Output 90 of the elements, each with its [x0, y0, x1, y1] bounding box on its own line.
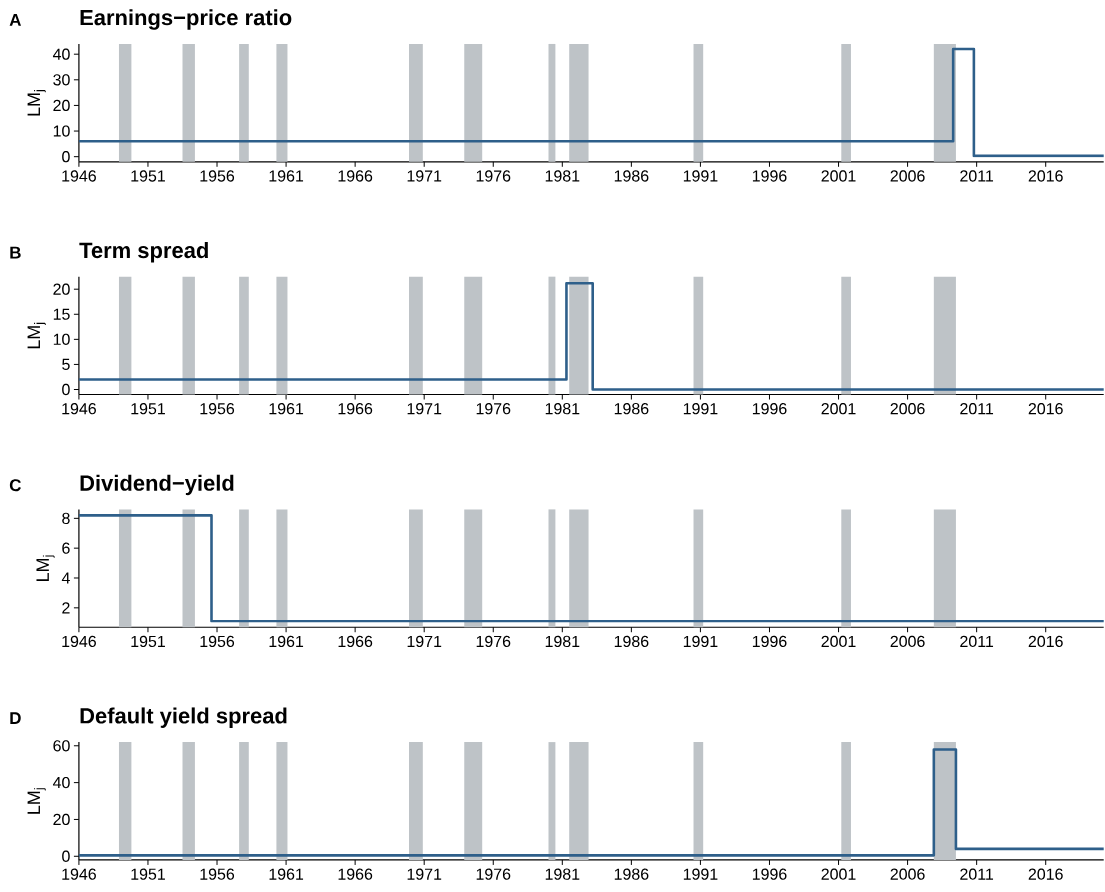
x-tick-label: 1971: [407, 868, 442, 880]
y-tick-label: 40: [52, 777, 70, 789]
chart-title: Term spread: [79, 242, 208, 263]
x-tick-label: 1981: [545, 868, 580, 880]
y-tick-label: 60: [53, 740, 70, 752]
y-axis-title: LM$_{j}$: [27, 788, 46, 814]
x-tick-label: 1966: [338, 868, 373, 880]
x-tick-label: 1991: [683, 868, 718, 880]
y-tick-label: 6: [62, 542, 70, 554]
y-tick-label: 0: [62, 383, 70, 396]
x-tick-label: 2006: [890, 868, 925, 880]
x-tick-label: 1991: [683, 635, 718, 648]
x-tick-label: 2011: [960, 868, 994, 880]
chart-title: Dividend−yield: [80, 474, 234, 496]
x-tick-label: 1966: [338, 403, 373, 415]
x-tick-label: 2016: [1028, 868, 1063, 880]
x-tick-label: 2006: [890, 635, 925, 648]
x-tick-label: 1996: [752, 868, 787, 880]
x-tick-label: 1986: [614, 635, 649, 648]
x-tick-label: 2011: [960, 635, 994, 648]
x-tick-label: 1986: [614, 868, 649, 880]
y-tick-label: 5: [62, 358, 70, 371]
x-tick-label: 1991: [683, 403, 718, 415]
y-tick-label: 4: [61, 572, 70, 584]
text: B: [10, 246, 21, 259]
x-tick-label: 2016: [1028, 170, 1063, 182]
x-tick-label: 1981: [545, 170, 580, 182]
x-tick-label: 1991: [683, 170, 718, 182]
x-tick-label: 2011: [960, 170, 994, 182]
x-tick-label: 1976: [476, 635, 511, 648]
x-tick-label: 1966: [338, 170, 373, 182]
x-tick-label: 2001: [821, 635, 856, 648]
y-tick-label: 40: [52, 48, 70, 60]
y-tick-label: 0: [62, 850, 70, 862]
y-tick-label: 20: [53, 283, 70, 295]
x-tick-label: 1951: [131, 403, 165, 415]
x-tick-label: 2001: [821, 868, 856, 880]
y-tick-label: 8: [62, 512, 70, 525]
x-tick-label: 1971: [407, 635, 442, 648]
chart-title: Earnings−price ratio: [80, 9, 292, 30]
x-tick-label: 1946: [62, 403, 96, 415]
x-tick-label: 1951: [131, 170, 165, 182]
x-tick-label: 1946: [62, 170, 96, 182]
y-tick-label: 15: [53, 308, 70, 320]
y-tick-label: 20: [53, 99, 70, 112]
y-tick-label: 20: [53, 813, 70, 826]
x-tick-label: 2006: [890, 170, 925, 182]
x-tick-label: 2001: [821, 170, 856, 182]
x-tick-label: 1961: [269, 635, 304, 648]
y-tick-label: 10: [53, 125, 70, 137]
y-tick-label: 2: [62, 602, 70, 614]
x-tick-label: 2001: [821, 403, 856, 415]
x-tick-label: 1966: [338, 635, 373, 648]
x-tick-label: 1976: [476, 170, 511, 182]
x-tick-label: 2016: [1028, 635, 1063, 648]
x-tick-label: 1961: [269, 403, 304, 415]
x-tick-label: 1996: [752, 170, 787, 182]
y-tick-label: 30: [53, 74, 70, 86]
x-tick-label: 1986: [614, 170, 649, 182]
x-tick-label: 1981: [545, 403, 580, 415]
x-tick-label: 2016: [1028, 403, 1063, 415]
x-tick-label: 2006: [890, 403, 925, 415]
x-tick-label: 1961: [269, 170, 304, 182]
x-tick-label: 1996: [752, 403, 787, 415]
x-tick-label: 1976: [476, 868, 511, 880]
x-tick-label: 2011: [960, 403, 994, 415]
x-tick-label: 1976: [476, 403, 511, 415]
text: A: [9, 14, 22, 26]
x-tick-label: 1971: [407, 170, 442, 182]
x-tick-label: 1956: [200, 170, 235, 182]
text: D: [10, 712, 21, 724]
x-tick-label: 1956: [200, 635, 235, 648]
x-tick-label: 1981: [545, 635, 580, 648]
text: C: [9, 479, 21, 492]
y-tick-label: 10: [53, 333, 70, 346]
x-tick-label: 1946: [62, 635, 96, 648]
y-axis-title: LM$_{j}$: [27, 90, 46, 116]
x-tick-label: 1956: [200, 868, 235, 880]
x-tick-label: 1971: [407, 403, 442, 415]
x-tick-label: 1961: [269, 868, 304, 880]
x-tick-label: 1956: [200, 403, 235, 415]
y-axis-title: LM$_{j}$: [36, 555, 55, 582]
x-tick-label: 1951: [131, 635, 165, 648]
y-tick-label: 0: [62, 151, 70, 163]
chart-title: Default yield spread: [80, 707, 287, 728]
x-tick-label: 1986: [614, 403, 649, 415]
y-axis-title: LM$_{j}$: [27, 322, 46, 349]
x-tick-label: 1996: [752, 635, 787, 648]
x-tick-label: 1946: [62, 868, 96, 880]
x-tick-label: 1951: [131, 868, 165, 880]
